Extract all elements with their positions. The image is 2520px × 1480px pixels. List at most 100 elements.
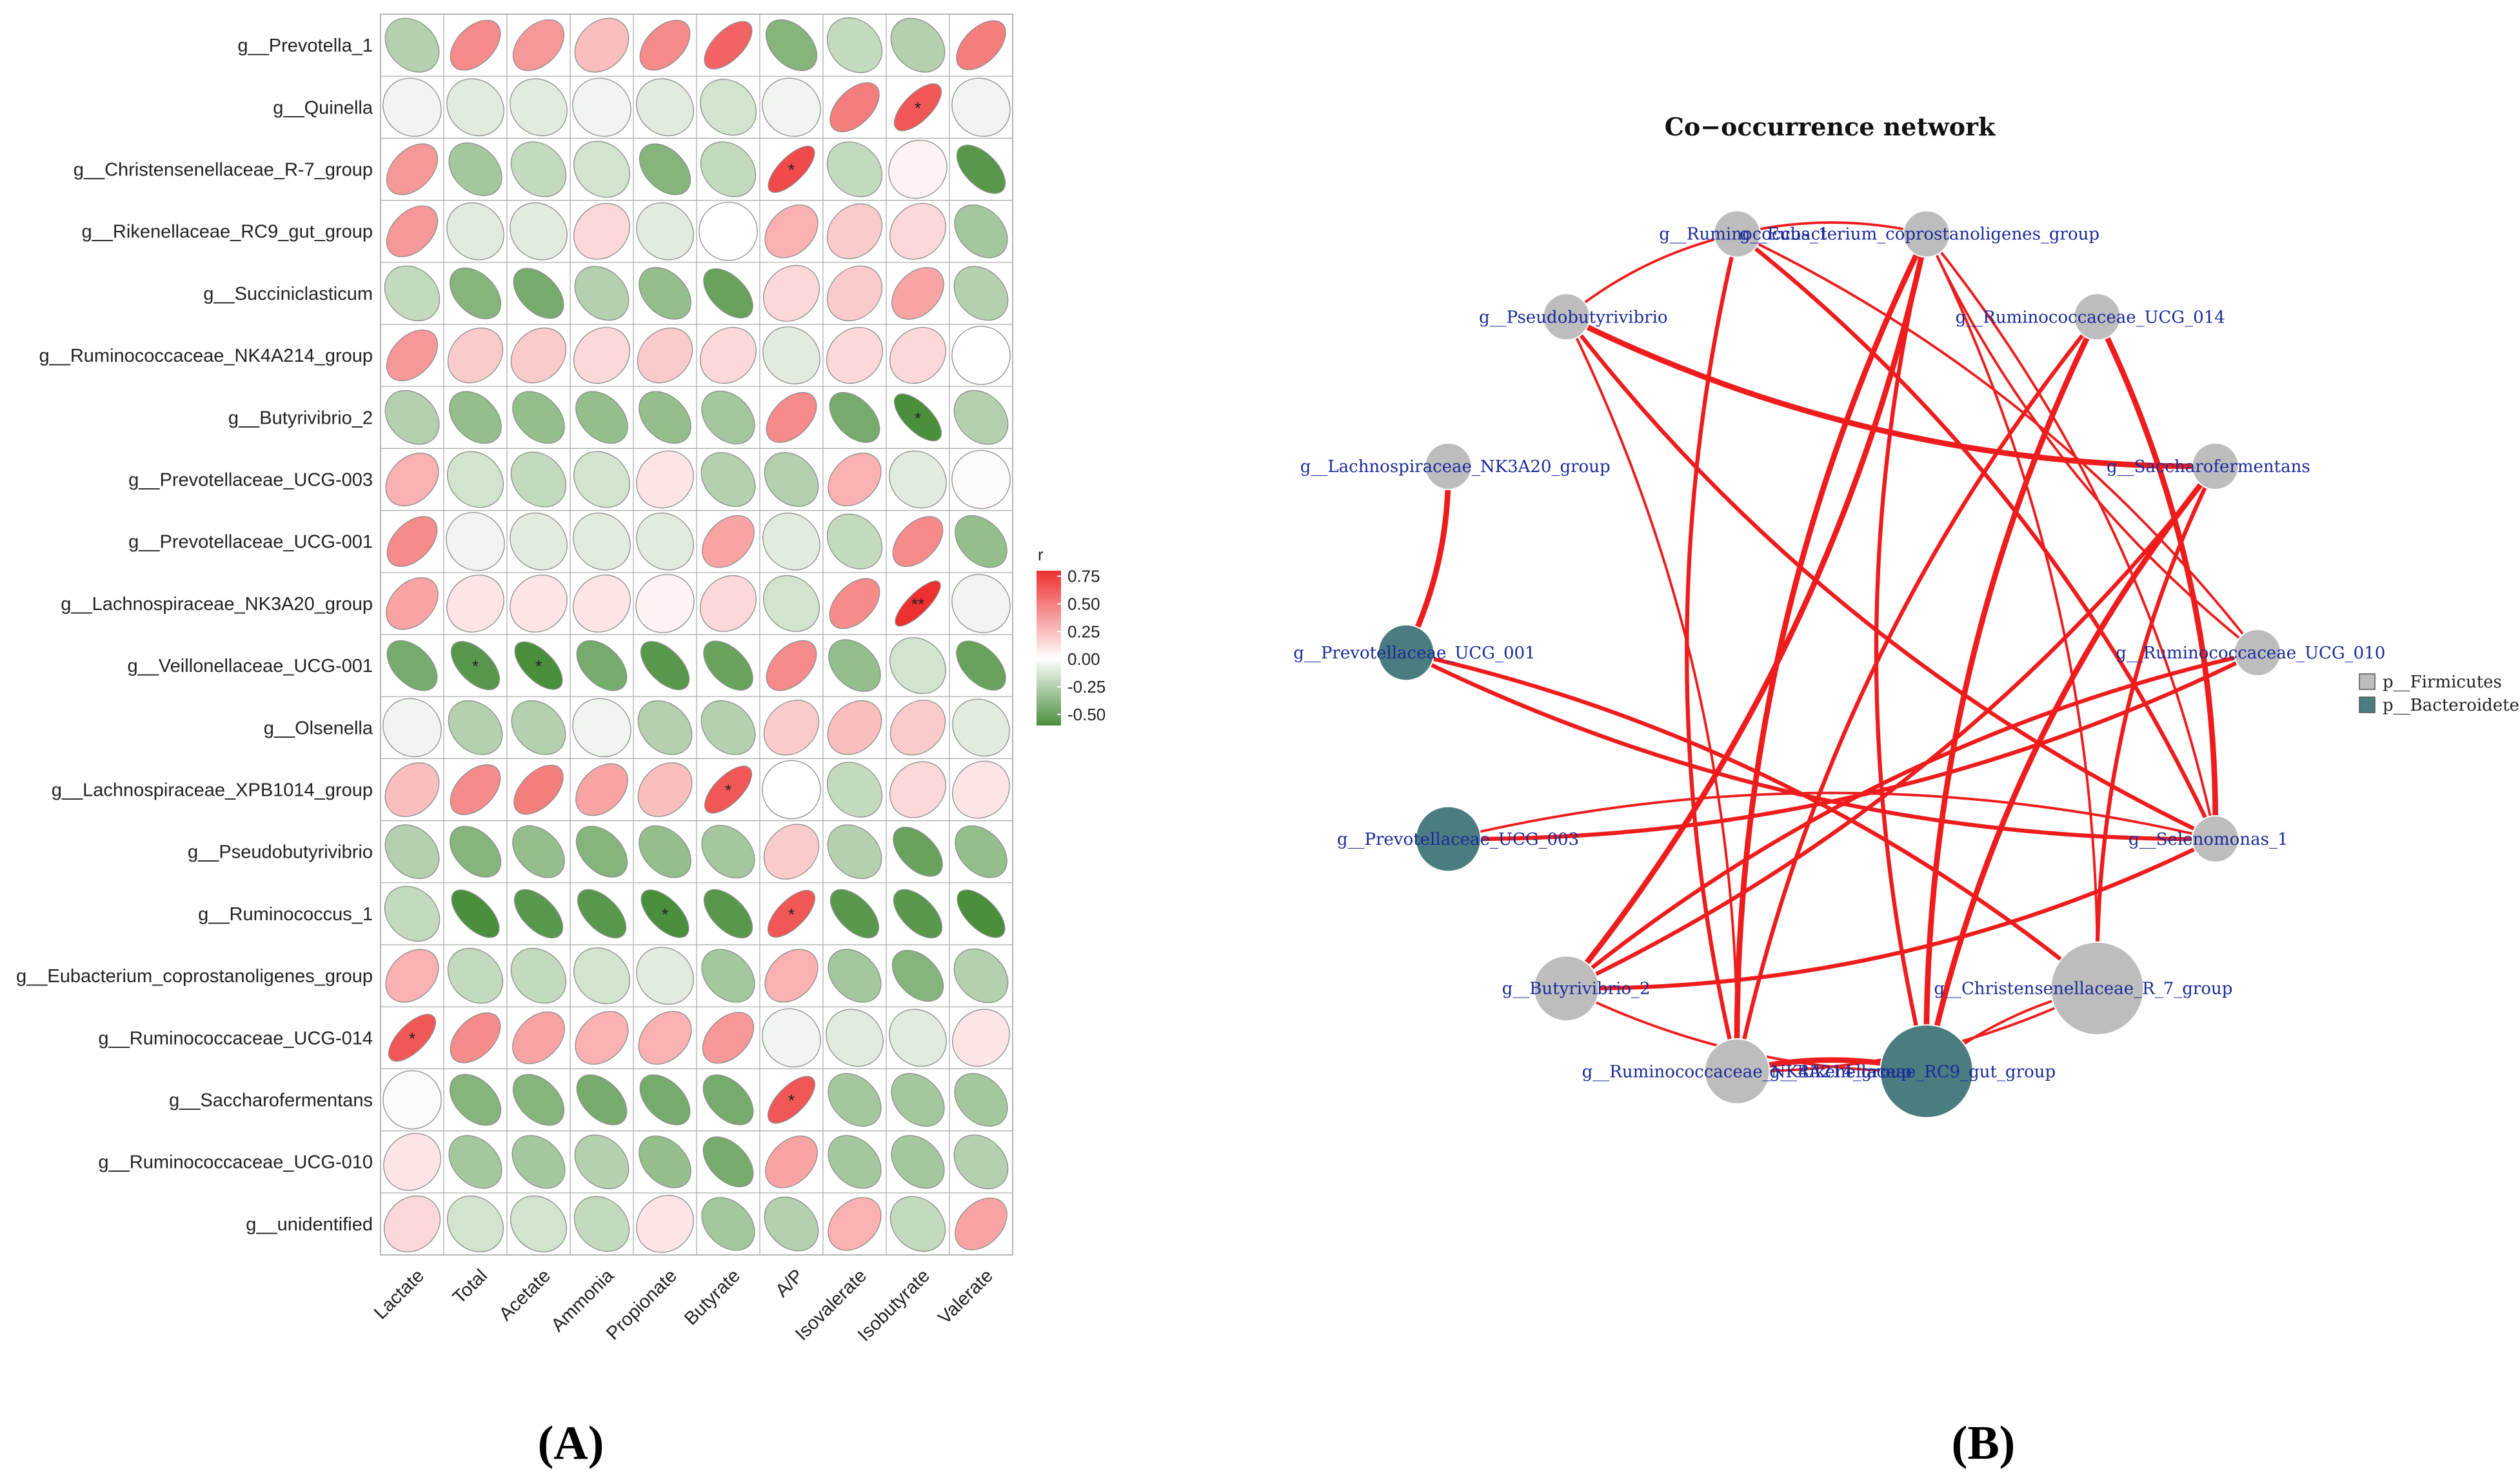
- correlation-ellipse: [762, 326, 820, 384]
- correlation-ellipse: [954, 1072, 1008, 1127]
- row-label: g__Prevotellaceae_UCG-003: [128, 470, 373, 491]
- correlation-ellipse: [639, 267, 691, 320]
- network-node-label: g__Ruminococcaceae_NK4A214_group: [1582, 1062, 1912, 1081]
- correlation-ellipse: [955, 1198, 1007, 1250]
- correlation-ellipse: [447, 1195, 504, 1252]
- network-node-label: g__Butyrivibrio_2: [1502, 980, 1651, 999]
- legend-ticks: 0.75 0.50 0.25 0.00 -0.25 -0.50: [1057, 567, 1106, 724]
- correlation-ellipse: [826, 17, 883, 74]
- row-label: g__Olsenella: [264, 718, 373, 738]
- correlation-ellipse: [385, 452, 439, 507]
- correlation-ellipse: [448, 142, 502, 197]
- correlation-ellipse: [828, 1072, 882, 1127]
- correlation-ellipse: [764, 452, 819, 507]
- row-label: g__Lachnospiraceae_NK3A20_group: [61, 594, 373, 615]
- correlation-ellipse: [573, 575, 631, 633]
- correlation-ellipse: [889, 761, 946, 818]
- correlation-ellipse: [575, 391, 628, 444]
- correlation-ellipse: [577, 889, 627, 939]
- correlation-ellipse: [828, 949, 882, 1003]
- correlation-ellipse: [574, 17, 630, 73]
- network-edge: [1925, 232, 2099, 990]
- column-label: A/P: [771, 1265, 808, 1301]
- network-edge: [1685, 232, 1740, 1074]
- correlation-ellipse: [446, 78, 504, 137]
- correlation-ellipse: [703, 889, 753, 939]
- correlation-ellipse: [956, 144, 1006, 194]
- network-edges: [1403, 221, 2260, 1074]
- correlation-heatmap: g__Prevotella_1 g__Quinella g__Christensen…: [16, 14, 1106, 1345]
- correlation-ellipse: [512, 391, 565, 444]
- correlation-ellipse: [446, 202, 504, 261]
- correlation-ellipse: [702, 1136, 754, 1188]
- correlation-ellipse: [700, 700, 756, 755]
- row-label: g__Ruminococcus_1: [198, 904, 373, 925]
- network-edge: [1563, 231, 1930, 992]
- correlation-ellipse: [704, 765, 752, 814]
- correlation-ellipse: [702, 1012, 755, 1064]
- significance-mark: *: [915, 98, 921, 117]
- correlation-ellipse: [763, 264, 820, 322]
- correlation-ellipse: [700, 79, 757, 136]
- correlation-ellipse: [450, 1012, 501, 1063]
- correlation-ellipse: [446, 575, 504, 633]
- correlation-ellipse: [829, 889, 880, 939]
- correlation-ellipse: [513, 889, 564, 939]
- network-edge: [1563, 313, 2218, 469]
- correlation-ellipse: [826, 265, 883, 322]
- correlation-ellipse: [891, 950, 944, 1002]
- correlation-ellipse: [510, 512, 568, 571]
- correlation-ellipse: [895, 580, 941, 627]
- correlation-ellipse: [384, 824, 440, 880]
- row-label: g__Veillonellaceae_UCG-001: [128, 656, 373, 676]
- network-node: [1533, 955, 1600, 1022]
- correlation-ellipse: [700, 141, 757, 197]
- correlation-ellipse: [765, 1135, 818, 1189]
- network-edge: [1403, 463, 1451, 656]
- correlation-ellipse: [763, 824, 820, 880]
- correlation-ellipse: [572, 77, 631, 137]
- correlation-ellipse: [514, 641, 563, 690]
- network-legend: p__Firmicutes p__Bacteroidetes: [2359, 673, 2520, 715]
- network-edge: [1404, 650, 2099, 991]
- correlation-ellipse: [637, 700, 693, 755]
- network-node-label: g__Christensenellaceae_R_7_group: [1934, 980, 2232, 999]
- significance-mark: *: [662, 905, 668, 924]
- correlation-ellipse: [576, 640, 628, 691]
- correlation-ellipse: [826, 762, 883, 818]
- row-label: g__Prevotella_1: [237, 35, 373, 56]
- correlation-ellipse: [762, 512, 820, 571]
- significance-mark: *: [535, 656, 542, 676]
- correlation-ellipse: [765, 19, 818, 72]
- correlation-ellipse: [636, 78, 694, 137]
- correlation-ellipse: [704, 21, 753, 70]
- network-node-label: g__Lachnospiraceae_NK3A20_group: [1300, 457, 1611, 477]
- network-node: [1414, 805, 1482, 873]
- correlation-ellipse: [639, 1074, 691, 1125]
- legend-tick-label: 0.50: [1067, 594, 1100, 613]
- network-node: [2191, 814, 2239, 863]
- significance-mark: *: [915, 408, 921, 428]
- correlation-ellipse: [636, 450, 694, 509]
- correlation-ellipse: [701, 1197, 755, 1251]
- correlation-ellipse: [450, 764, 501, 815]
- correlation-ellipse: [637, 327, 693, 384]
- row-label: g__Lachnospiraceae_XPB1014_group: [52, 780, 373, 801]
- correlation-ellipse: [446, 511, 505, 571]
- correlation-ellipse: [383, 1132, 441, 1191]
- correlation-ellipse: [700, 327, 757, 384]
- network-edge: [1564, 836, 2217, 991]
- network-nodes: [1377, 210, 2281, 1119]
- significance-mark: *: [788, 1091, 795, 1110]
- network-legend-swatch: [2359, 696, 2376, 713]
- correlation-ellipse: [953, 1134, 1009, 1190]
- network-edge: [1874, 232, 1929, 1074]
- correlation-ellipse: [828, 639, 881, 692]
- correlation-ellipse: [575, 825, 628, 878]
- correlation-ellipse: [953, 948, 1009, 1003]
- row-label: g__Butyrivibrio_2: [228, 408, 373, 428]
- co-occurrence-network: Co−occurrence network g__Eubacterium_cop…: [1293, 112, 2520, 1119]
- correlation-ellipse: [450, 640, 501, 691]
- correlation-ellipse: [762, 77, 821, 137]
- correlation-ellipse: [513, 268, 564, 319]
